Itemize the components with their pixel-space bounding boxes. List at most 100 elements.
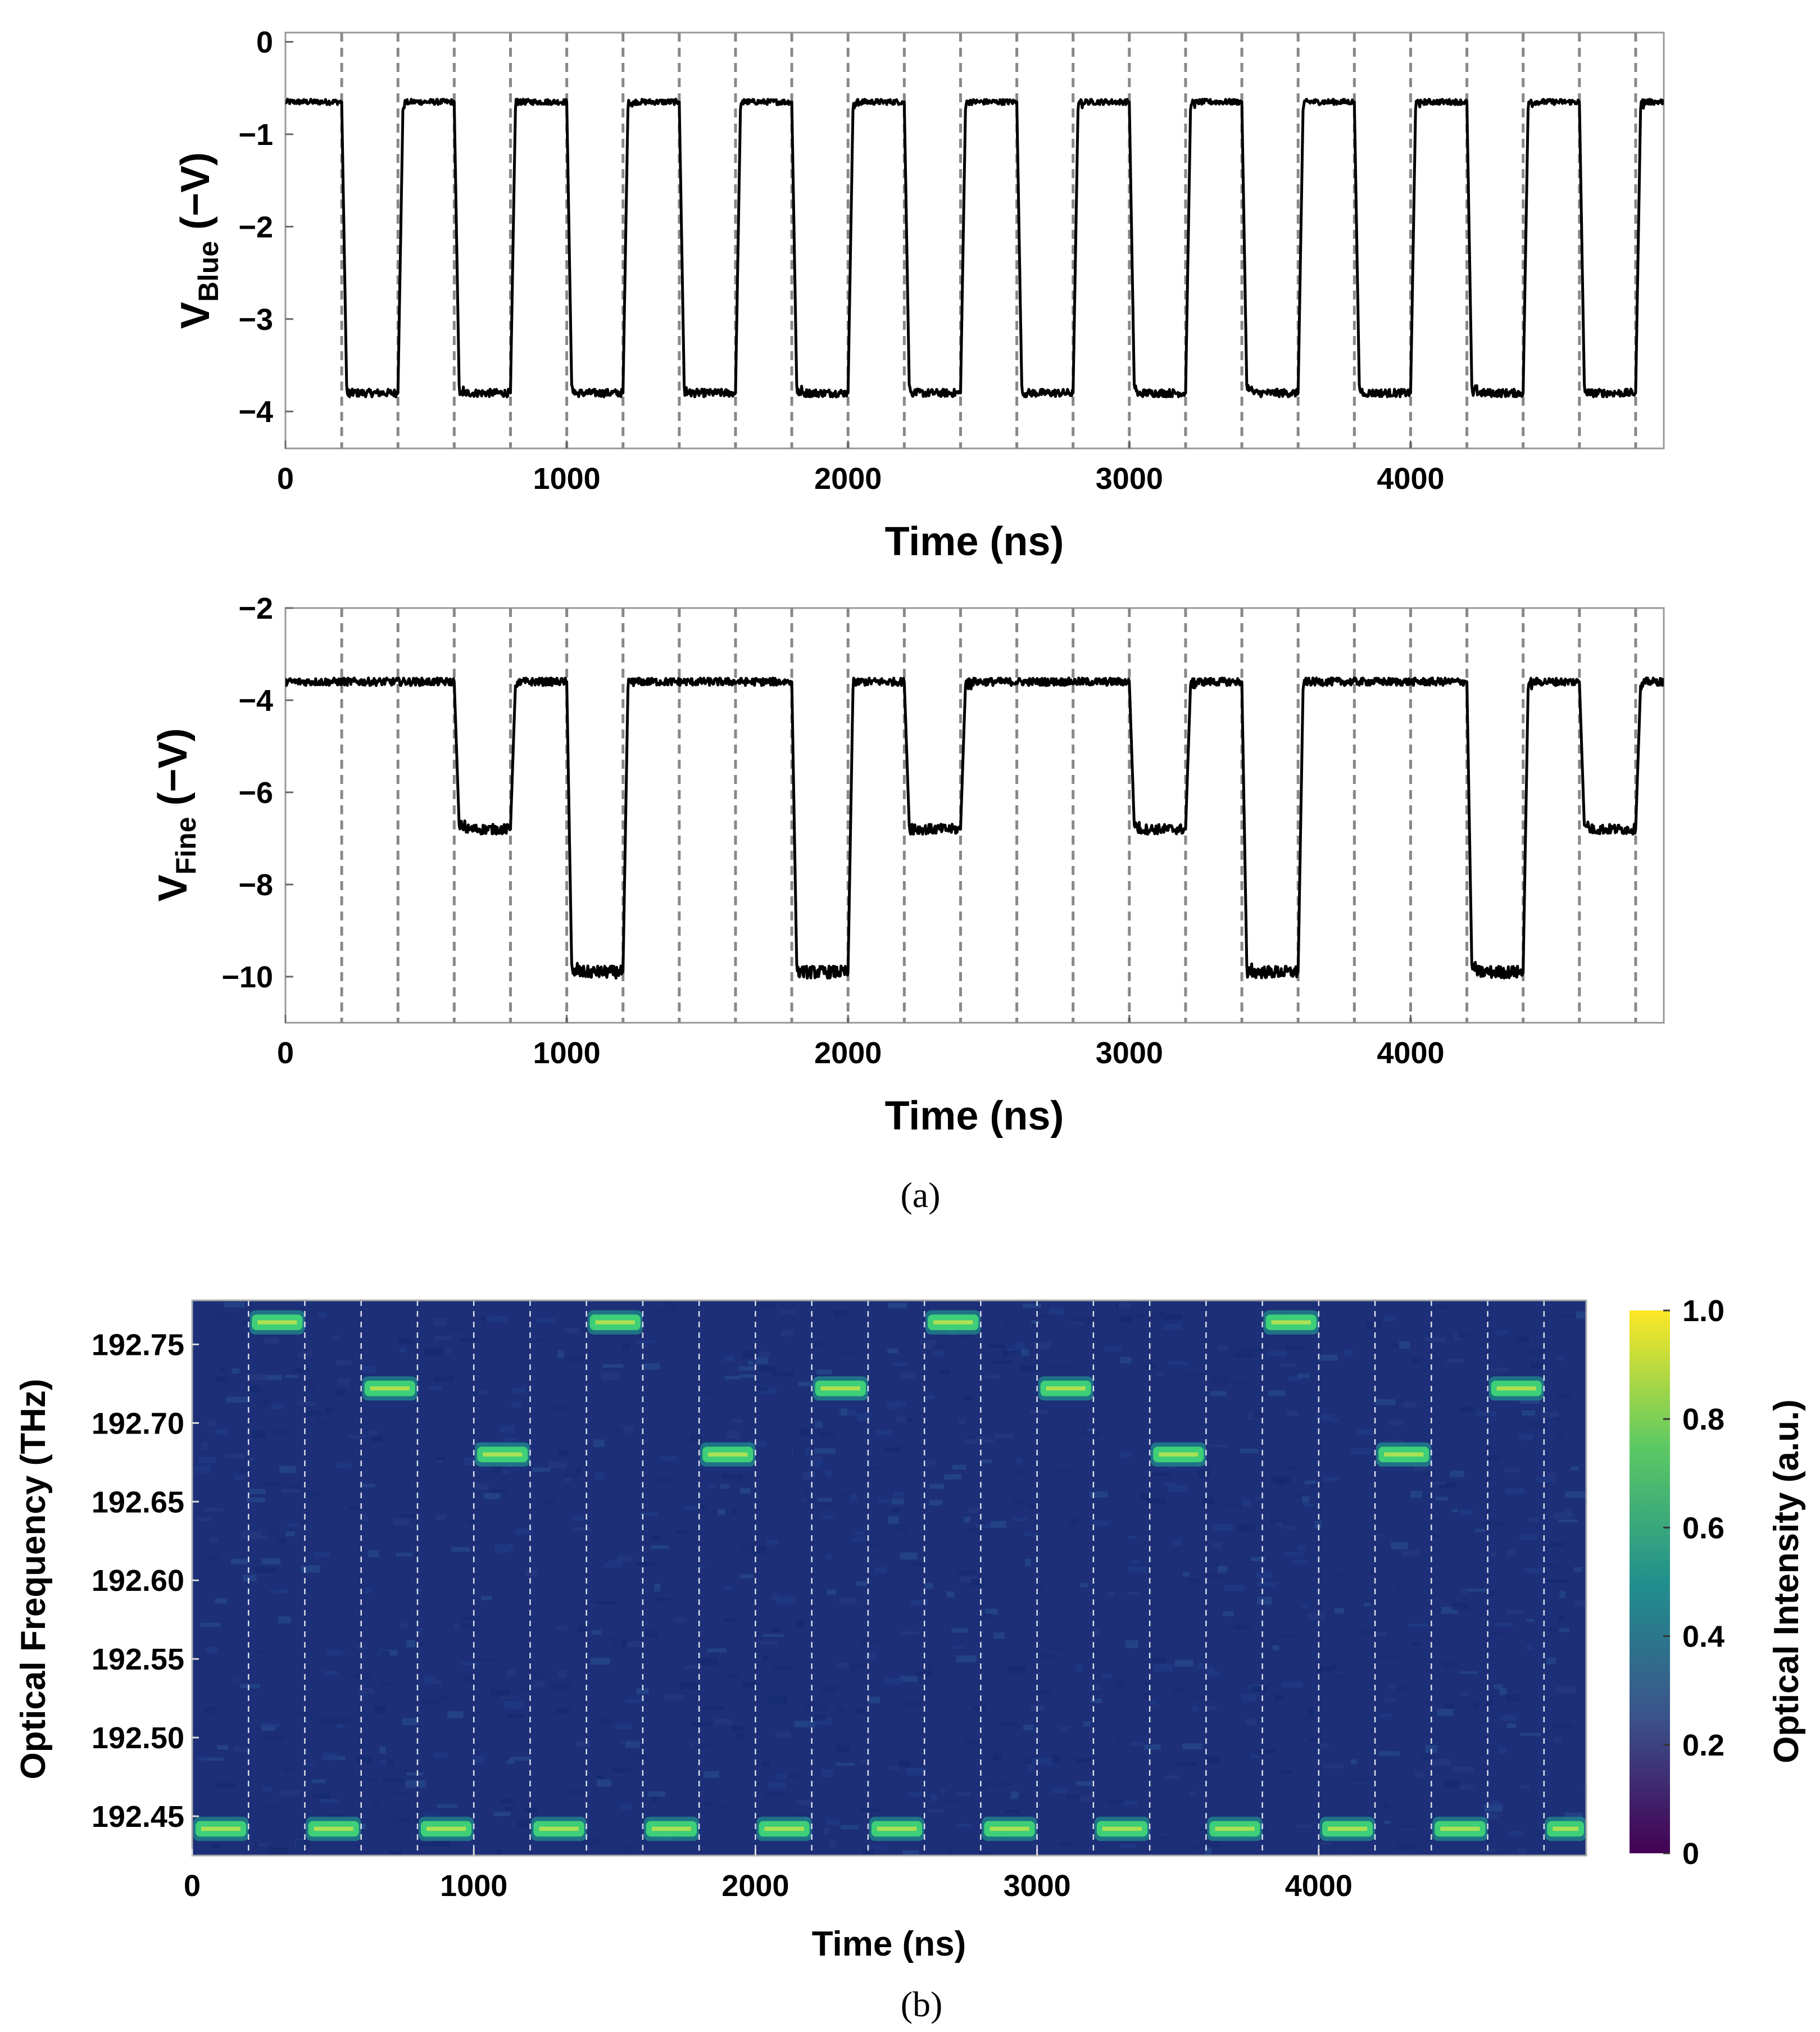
noise-speck xyxy=(285,1531,295,1536)
noise-speck xyxy=(1051,1755,1061,1762)
noise-speck xyxy=(842,1352,855,1357)
ticks: 0 1000 2000 3000 4000 −2 −4 −6 −8 −10 xyxy=(221,592,1444,1070)
colorbar-tick-label: 0.6 xyxy=(1682,1511,1724,1545)
noise-speck xyxy=(1320,1743,1330,1748)
noise-speck xyxy=(1252,1412,1263,1418)
tone-core xyxy=(539,1826,579,1831)
noise-speck xyxy=(453,1623,460,1630)
noise-speck xyxy=(601,1372,620,1380)
noise-speck xyxy=(1518,1434,1533,1441)
x-tick-label: 3000 xyxy=(1096,1036,1163,1070)
noise-speck xyxy=(1517,1848,1527,1854)
noise-speck xyxy=(902,1850,919,1856)
noise-speck xyxy=(385,1760,394,1767)
noise-speck xyxy=(1213,1562,1219,1567)
noise-speck xyxy=(225,1453,245,1459)
noise-speck xyxy=(1459,1671,1478,1674)
noise-speck xyxy=(931,1794,937,1802)
noise-speck xyxy=(1285,1552,1304,1557)
noise-speck xyxy=(380,1681,391,1686)
noise-speck xyxy=(1182,1743,1203,1749)
noise-speck xyxy=(1247,1685,1255,1689)
noise-speck xyxy=(1050,1788,1068,1793)
noise-speck xyxy=(1270,1639,1277,1646)
noise-speck xyxy=(1004,1809,1020,1814)
noise-speck xyxy=(1000,1721,1019,1727)
noise-speck xyxy=(642,1363,660,1370)
noise-speck xyxy=(402,1718,418,1726)
noise-speck xyxy=(1383,1316,1396,1321)
noise-speck xyxy=(1488,1455,1501,1461)
noise-speck xyxy=(1450,1470,1465,1477)
noise-speck xyxy=(1308,1707,1314,1715)
noise-speck xyxy=(720,1484,729,1489)
noise-speck xyxy=(557,1350,564,1358)
noise-speck xyxy=(555,1709,570,1714)
noise-speck xyxy=(565,1788,584,1796)
noise-speck xyxy=(246,1498,266,1503)
noise-speck xyxy=(887,1348,898,1354)
noise-speck xyxy=(639,1512,659,1516)
x-tick-label: 2000 xyxy=(814,462,882,496)
noise-speck xyxy=(558,1670,566,1677)
noise-speck xyxy=(267,1404,283,1409)
noise-speck xyxy=(285,1485,301,1489)
noise-speck xyxy=(717,1509,725,1516)
noise-speck xyxy=(888,1516,899,1524)
noise-speck xyxy=(1256,1496,1264,1500)
x-tick-label: 1000 xyxy=(533,462,601,496)
noise-speck xyxy=(1010,1791,1019,1799)
noise-speck xyxy=(853,1531,864,1535)
noise-speck xyxy=(532,1671,544,1679)
noise-speck xyxy=(1004,1317,1010,1326)
noise-speck xyxy=(822,1515,834,1518)
x-axis-label: Time (ns) xyxy=(812,1925,966,1963)
noise-speck xyxy=(1152,1663,1173,1672)
noise-speck xyxy=(896,1416,906,1422)
noise-speck xyxy=(762,1655,769,1662)
noise-speck xyxy=(993,1632,1005,1639)
noise-speck xyxy=(593,1439,605,1448)
noise-speck xyxy=(451,1546,470,1552)
y-axis-label-main: V xyxy=(173,302,218,329)
noise-speck xyxy=(939,1369,951,1375)
noise-speck xyxy=(1012,1517,1028,1521)
noise-speck xyxy=(406,1640,416,1648)
noise-speck xyxy=(1506,1609,1523,1614)
tone-core xyxy=(483,1452,523,1457)
x-tick-label: 0 xyxy=(277,462,294,496)
noise-speck xyxy=(383,1853,391,1856)
noise-speck xyxy=(1190,1791,1197,1796)
noise-speck xyxy=(702,1707,724,1710)
tone-core xyxy=(1102,1826,1142,1831)
tone-core xyxy=(1215,1826,1255,1831)
noise-speck xyxy=(1546,1658,1556,1664)
noise-speck xyxy=(801,1498,808,1502)
noise-speck xyxy=(1168,1485,1187,1493)
noise-speck xyxy=(1024,1558,1031,1567)
noise-speck xyxy=(1410,1491,1422,1498)
noise-speck xyxy=(1371,1534,1382,1537)
noise-speck xyxy=(1550,1543,1566,1547)
noise-speck xyxy=(1256,1582,1277,1587)
noise-speck xyxy=(956,1655,977,1663)
noise-speck xyxy=(263,1481,283,1486)
noise-speck xyxy=(940,1789,946,1794)
noise-speck xyxy=(1374,1631,1387,1636)
noise-speck xyxy=(891,1508,901,1513)
noise-speck xyxy=(435,1457,445,1460)
noise-speck xyxy=(1050,1363,1070,1367)
chart-vblue: 0 1000 2000 3000 4000 0 −1 −2 −3 −4 Time (ns) VBl… xyxy=(173,25,1665,564)
noise-speck xyxy=(203,1757,224,1761)
noise-speck xyxy=(1383,1821,1391,1824)
noise-speck xyxy=(657,1308,676,1313)
noise-speck xyxy=(924,1395,934,1399)
noise-speck xyxy=(392,1792,408,1795)
noise-speck xyxy=(1460,1691,1469,1697)
tone-core xyxy=(1553,1826,1578,1831)
noise-speck xyxy=(1333,1572,1344,1576)
noise-speck xyxy=(379,1746,386,1754)
noise-speck xyxy=(1530,1362,1544,1369)
noise-speck xyxy=(1559,1628,1569,1632)
noise-speck xyxy=(1200,1841,1222,1847)
